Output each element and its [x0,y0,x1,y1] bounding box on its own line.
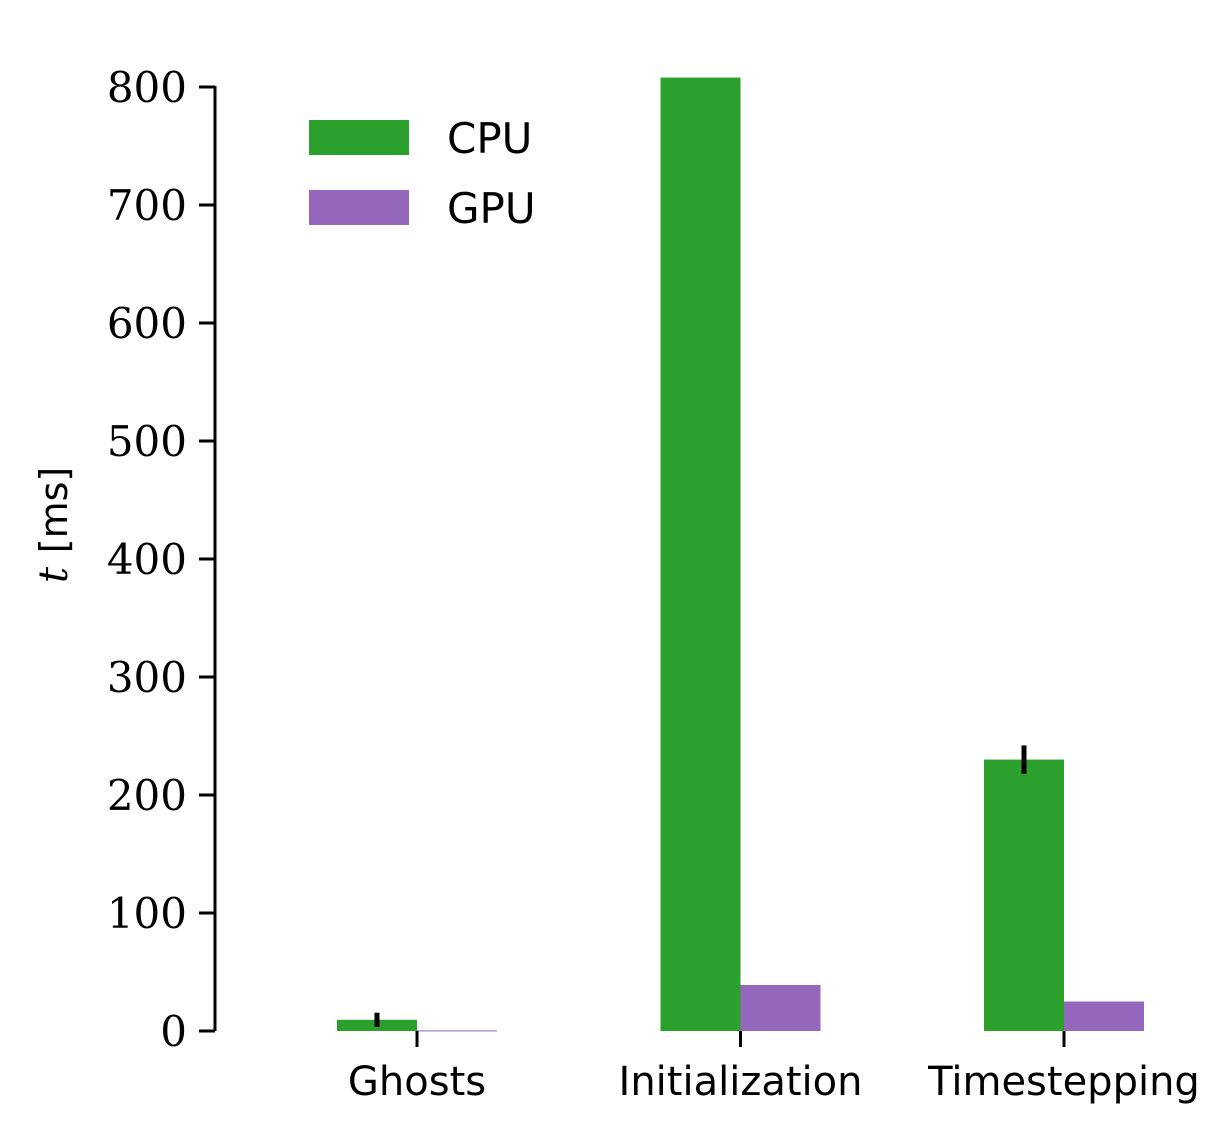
y-axis-label-symbol: t [31,566,77,583]
legend: CPU GPU [309,114,536,233]
legend-label-cpu: CPU [447,114,532,163]
error-bars [374,745,1027,1027]
legend-swatch-gpu [309,190,409,225]
bar-gpu-timestepping [1064,1001,1144,1031]
y-tick-label: 100 [107,889,187,938]
x-tick-label: Initialization [619,1059,863,1105]
bar-cpu-timestepping [984,759,1064,1031]
y-axis-ticks: 0 100 200 300 400 500 600 700 800 [107,63,215,1056]
y-tick-label: 200 [107,771,187,820]
bar-gpu-ghosts [417,1030,497,1032]
bars [337,77,1144,1032]
y-axis-label-unit: [ms] [32,467,76,553]
y-tick-label: 500 [107,417,187,466]
bar-cpu-initialization [660,77,741,1031]
y-tick-label: 400 [107,535,187,584]
y-tick-label: 800 [107,63,187,112]
x-tick-label: Ghosts [348,1059,486,1105]
x-tick-label: Timestepping [927,1059,1200,1105]
y-axis-label: t [ms] [31,467,77,583]
legend-label-gpu: GPU [447,184,536,233]
bar-gpu-initialization [740,984,821,1031]
y-tick-label: 700 [107,181,187,230]
x-axis-ticks: Ghosts Initialization Timestepping [348,1031,1200,1105]
y-tick-label: 600 [107,299,187,348]
legend-swatch-cpu [309,120,409,155]
y-tick-label: 300 [107,653,187,702]
y-tick-label: 0 [160,1007,187,1056]
